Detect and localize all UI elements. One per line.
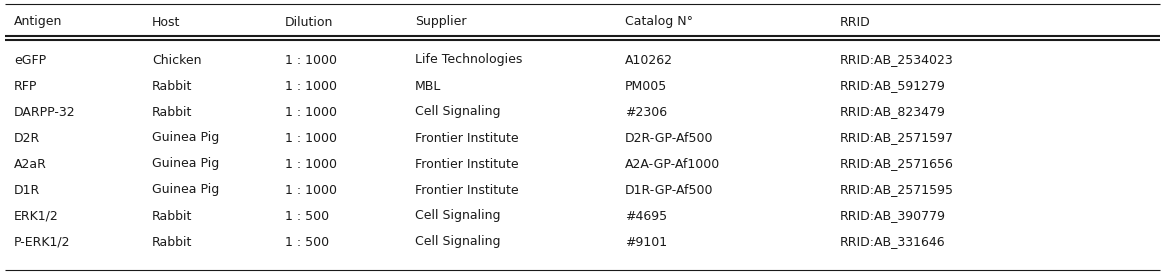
Text: 1 : 500: 1 : 500 <box>285 235 330 249</box>
Text: #2306: #2306 <box>625 106 667 119</box>
Text: D2R: D2R <box>14 131 40 144</box>
Text: #4695: #4695 <box>625 210 667 222</box>
Text: eGFP: eGFP <box>14 54 46 67</box>
Text: 1 : 1000: 1 : 1000 <box>285 183 337 197</box>
Text: DARPP-32: DARPP-32 <box>14 106 76 119</box>
Text: A2A-GP-Af1000: A2A-GP-Af1000 <box>625 158 720 170</box>
Text: Guinea Pig: Guinea Pig <box>152 183 220 197</box>
Text: RRID:AB_2571597: RRID:AB_2571597 <box>841 131 954 144</box>
Text: RRID: RRID <box>841 15 871 29</box>
Text: Cell Signaling: Cell Signaling <box>415 210 500 222</box>
Text: Guinea Pig: Guinea Pig <box>152 131 220 144</box>
Text: A10262: A10262 <box>625 54 673 67</box>
Text: 1 : 1000: 1 : 1000 <box>285 79 337 92</box>
Text: RRID:AB_591279: RRID:AB_591279 <box>841 79 946 92</box>
Text: Antigen: Antigen <box>14 15 62 29</box>
Text: D2R-GP-Af500: D2R-GP-Af500 <box>625 131 713 144</box>
Text: 1 : 1000: 1 : 1000 <box>285 54 337 67</box>
Text: Rabbit: Rabbit <box>152 106 193 119</box>
Text: RRID:AB_390779: RRID:AB_390779 <box>841 210 946 222</box>
Text: Catalog N°: Catalog N° <box>625 15 693 29</box>
Text: RFP: RFP <box>14 79 37 92</box>
Text: RRID:AB_2534023: RRID:AB_2534023 <box>841 54 954 67</box>
Text: A2aR: A2aR <box>14 158 47 170</box>
Text: Life Technologies: Life Technologies <box>415 54 523 67</box>
Text: Host: Host <box>152 15 180 29</box>
Text: RRID:AB_823479: RRID:AB_823479 <box>841 106 946 119</box>
Text: Rabbit: Rabbit <box>152 235 193 249</box>
Text: Supplier: Supplier <box>415 15 466 29</box>
Text: 1 : 1000: 1 : 1000 <box>285 106 337 119</box>
Text: PM005: PM005 <box>625 79 667 92</box>
Text: 1 : 1000: 1 : 1000 <box>285 131 337 144</box>
Text: Rabbit: Rabbit <box>152 79 193 92</box>
Text: D1R: D1R <box>14 183 40 197</box>
Text: Dilution: Dilution <box>285 15 333 29</box>
Text: D1R-GP-Af500: D1R-GP-Af500 <box>625 183 713 197</box>
Text: #9101: #9101 <box>625 235 667 249</box>
Text: MBL: MBL <box>415 79 442 92</box>
Text: RRID:AB_331646: RRID:AB_331646 <box>841 235 946 249</box>
Text: Frontier Institute: Frontier Institute <box>415 158 519 170</box>
Text: Cell Signaling: Cell Signaling <box>415 106 500 119</box>
Text: Chicken: Chicken <box>152 54 201 67</box>
Text: RRID:AB_2571595: RRID:AB_2571595 <box>841 183 954 197</box>
Text: Cell Signaling: Cell Signaling <box>415 235 500 249</box>
Text: Guinea Pig: Guinea Pig <box>152 158 220 170</box>
Text: Rabbit: Rabbit <box>152 210 193 222</box>
Text: Frontier Institute: Frontier Institute <box>415 183 519 197</box>
Text: ERK1/2: ERK1/2 <box>14 210 58 222</box>
Text: Frontier Institute: Frontier Institute <box>415 131 519 144</box>
Text: P-ERK1/2: P-ERK1/2 <box>14 235 70 249</box>
Text: RRID:AB_2571656: RRID:AB_2571656 <box>841 158 954 170</box>
Text: 1 : 500: 1 : 500 <box>285 210 330 222</box>
Text: 1 : 1000: 1 : 1000 <box>285 158 337 170</box>
